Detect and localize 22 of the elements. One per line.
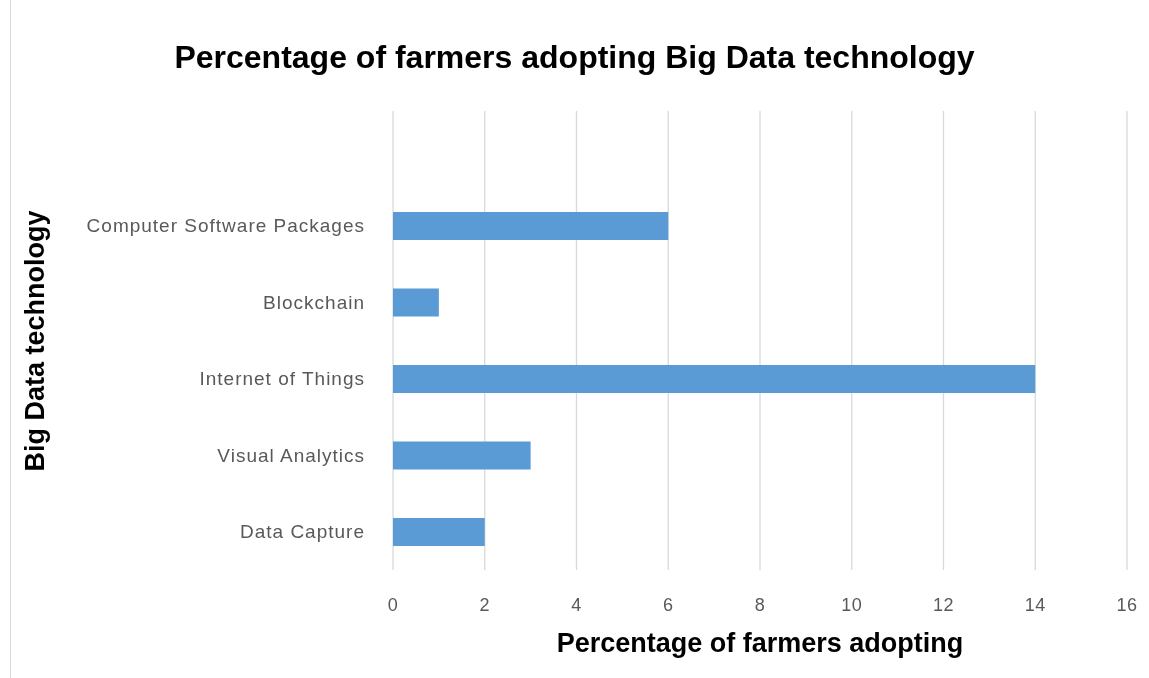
bar (393, 288, 439, 317)
x-axis-title: Percentage of farmers adopting (556, 628, 964, 658)
x-tick-label: 12 (932, 594, 955, 615)
y-axis-title: Big Data technology (20, 209, 50, 472)
x-tick-label: 14 (1024, 594, 1046, 615)
bar (393, 517, 485, 546)
y-tick-label: Blockchain (263, 291, 365, 313)
chart-title: Percentage of farmers adopting Big Data technology (174, 39, 975, 75)
y-tick-label: Data Capture (239, 521, 365, 543)
y-tick-label: Computer Software Packages (86, 215, 365, 237)
y-tick-label: Internet of Things (199, 368, 365, 390)
bar (393, 441, 531, 470)
x-tick-label: 16 (1116, 594, 1138, 615)
x-tick-label: 4 (571, 594, 582, 615)
x-tick-label: 2 (479, 594, 491, 615)
x-tick-label: 8 (754, 594, 766, 615)
bar (393, 211, 669, 240)
y-tick-label: Visual Analytics (217, 444, 365, 466)
x-tick-label: 10 (841, 594, 863, 615)
x-tick-label: 6 (662, 594, 674, 615)
x-tick-label: 0 (387, 594, 399, 615)
bar (393, 364, 1036, 393)
